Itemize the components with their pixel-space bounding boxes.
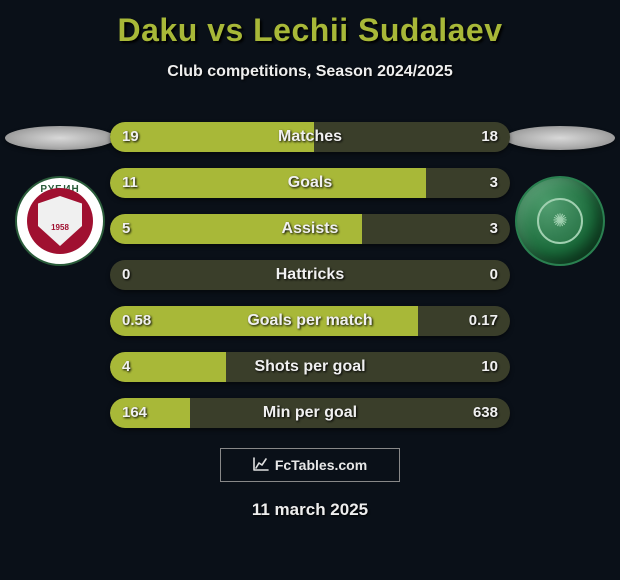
stat-value-right: 3 (490, 168, 498, 198)
stat-label: Shots per goal (110, 352, 510, 382)
stat-label: Min per goal (110, 398, 510, 428)
stat-row: Assists5 3 (110, 214, 510, 244)
stat-value-left: 19 (122, 122, 139, 152)
page-title: Daku vs Lechii Sudalaev (0, 0, 620, 49)
terek-star-icon: ✺ (552, 211, 567, 232)
terek-emblem: ✺ (537, 198, 583, 244)
stats-container: Matches1918Goals113Assists53Hattricks00G… (110, 122, 510, 444)
stat-value-left: 0 (122, 260, 130, 290)
club-badge-right: ✺ (515, 176, 605, 266)
chart-icon (253, 457, 269, 473)
stat-row: Matches19 18 (110, 122, 510, 152)
stat-value-right: 18 (481, 122, 498, 152)
stat-value-left: 5 (122, 214, 130, 244)
player-right-shadow (505, 126, 615, 150)
stat-row: Min per goal164 638 (110, 398, 510, 428)
stat-row: Goals11 3 (110, 168, 510, 198)
stat-value-right: 3 (490, 214, 498, 244)
rubin-badge: РУБИН 1958 (15, 176, 105, 266)
stat-value-left: 0.58 (122, 306, 151, 336)
stat-value-right: 10 (481, 352, 498, 382)
rubin-badge-inner: 1958 (27, 188, 93, 254)
stat-label: Matches (110, 122, 510, 152)
stat-row: Shots per goal4 10 (110, 352, 510, 382)
rubin-year: 1958 (38, 223, 82, 232)
stat-value-right: 0.17 (469, 306, 498, 336)
stat-row: Hattricks0 0 (110, 260, 510, 290)
stat-value-right: 638 (473, 398, 498, 428)
club-badge-left: РУБИН 1958 (15, 176, 105, 266)
stat-label: Goals per match (110, 306, 510, 336)
date-label: 11 march 2025 (0, 500, 620, 520)
stat-label: Assists (110, 214, 510, 244)
stat-value-left: 4 (122, 352, 130, 382)
stat-value-left: 164 (122, 398, 147, 428)
rubin-shield: 1958 (38, 196, 82, 246)
terek-badge: ✺ (515, 176, 605, 266)
stat-label: Hattricks (110, 260, 510, 290)
subtitle: Club competitions, Season 2024/2025 (0, 63, 620, 81)
stat-value-right: 0 (490, 260, 498, 290)
player-left-shadow (5, 126, 115, 150)
stat-label: Goals (110, 168, 510, 198)
stat-row: Goals per match0.58 0.17 (110, 306, 510, 336)
footer-attribution[interactable]: FcTables.com (220, 448, 400, 482)
stat-value-left: 11 (122, 168, 138, 198)
footer-text: FcTables.com (275, 457, 367, 473)
